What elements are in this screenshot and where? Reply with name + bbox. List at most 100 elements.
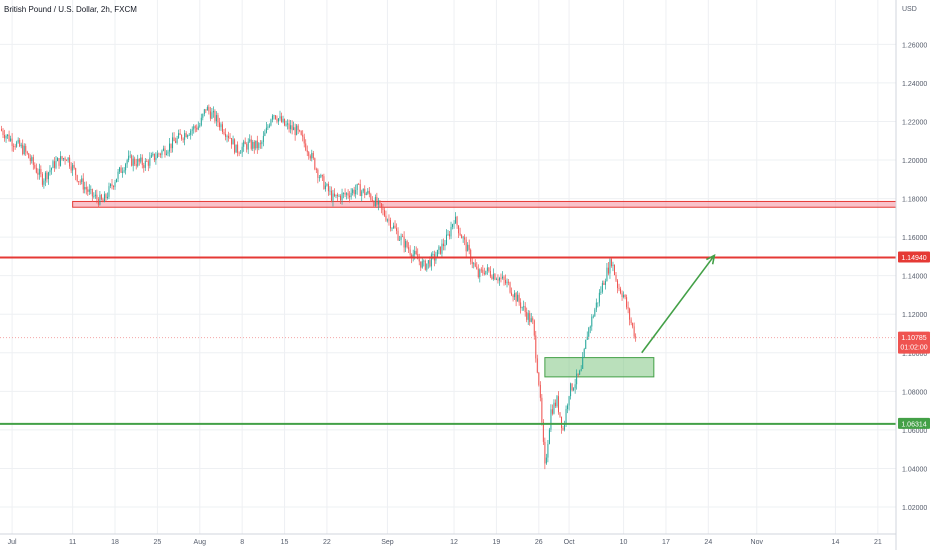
candle-body	[479, 269, 481, 278]
candle-body	[488, 267, 490, 272]
candle-body	[13, 145, 15, 147]
candle-body	[442, 243, 444, 247]
candle-body	[165, 153, 167, 155]
candle-body	[1, 129, 3, 131]
candle-body	[467, 244, 469, 252]
candle-body	[261, 141, 263, 145]
candle-body	[592, 316, 594, 318]
candle-body	[167, 151, 169, 154]
candle-body	[234, 139, 236, 153]
candle-body	[264, 132, 266, 136]
candle-body	[218, 122, 220, 128]
candle-body	[243, 141, 245, 147]
candle-body	[391, 227, 393, 229]
candle-body	[109, 184, 111, 187]
candle-body	[559, 412, 561, 417]
candle-body	[324, 185, 326, 190]
candle-body	[535, 335, 537, 359]
candle-body	[576, 373, 578, 385]
candle-body	[362, 188, 364, 192]
candle-body	[103, 194, 105, 203]
candle-body	[37, 172, 39, 175]
candle-body	[170, 143, 172, 149]
candle-body	[482, 269, 484, 273]
candle-body	[330, 190, 332, 201]
candle-body	[185, 133, 187, 138]
current-price-tag	[898, 331, 930, 354]
support-price-tag	[898, 417, 930, 429]
candle-body	[464, 237, 466, 240]
candle-body	[196, 127, 198, 130]
candle-body	[414, 250, 416, 255]
candle-body	[16, 142, 18, 147]
candle-body	[252, 141, 254, 149]
candle-body	[69, 157, 71, 167]
candle-body	[458, 225, 460, 234]
candle-body	[341, 193, 343, 201]
level-lines	[0, 253, 896, 425]
candle-body	[111, 184, 113, 187]
candle-body	[618, 287, 620, 289]
candle-body	[337, 194, 339, 197]
candle-body	[122, 171, 124, 173]
candle-body	[356, 183, 358, 190]
candle-body	[229, 137, 231, 139]
candle-body	[268, 125, 270, 127]
candle-body	[368, 190, 370, 195]
candle-body	[258, 143, 260, 149]
x-tick-label: 22	[323, 539, 331, 546]
candle-body	[533, 320, 535, 336]
candle-body	[577, 373, 579, 375]
y-tick-label: 1.10000	[902, 351, 927, 358]
candle-body	[262, 135, 264, 142]
candle-body	[436, 249, 438, 258]
candle-body	[137, 158, 139, 166]
candle-body	[2, 130, 4, 136]
candle-body	[87, 189, 89, 192]
candle-body	[397, 230, 399, 241]
candle-body	[470, 249, 472, 262]
x-tick-label: Aug	[194, 539, 207, 546]
candle-body	[303, 136, 305, 144]
candle-body	[523, 306, 525, 308]
x-tick-label: 21	[874, 539, 882, 546]
x-tick-label: Sep	[381, 539, 394, 546]
candle-body	[96, 194, 98, 200]
candle-body	[318, 177, 320, 179]
candle-body	[17, 139, 19, 143]
candle-body	[23, 145, 25, 155]
candle-body	[143, 165, 145, 168]
candle-body	[338, 195, 340, 197]
candle-body	[359, 184, 361, 196]
candle-body	[132, 158, 134, 166]
candle-body	[355, 189, 357, 195]
candle-body	[500, 277, 502, 279]
projection-arrow	[641, 254, 716, 354]
current-price-tag-label: 1.10785	[901, 335, 926, 342]
y-tick-label: 1.04000	[902, 466, 927, 473]
candle-body	[403, 236, 405, 248]
candle-body	[623, 294, 625, 297]
candle-body	[287, 123, 289, 125]
candle-body	[564, 423, 566, 430]
candle-body	[159, 154, 161, 155]
candle-body	[29, 158, 31, 162]
candle-body	[5, 135, 7, 139]
candle-body	[561, 416, 563, 429]
x-tick-label: 11	[69, 539, 76, 546]
candle-body	[473, 263, 475, 265]
candle-body	[364, 188, 366, 195]
candle-body	[172, 137, 174, 149]
candle-body	[607, 267, 609, 274]
candle-body	[633, 326, 635, 337]
candle-body	[84, 187, 86, 190]
candle-body	[205, 109, 207, 111]
candle-body	[632, 323, 634, 327]
candle-body	[321, 174, 323, 177]
candle-body	[627, 307, 629, 309]
candle-body	[617, 280, 619, 288]
candle-body	[237, 144, 239, 153]
y-tick-label: 1.20000	[902, 158, 927, 165]
candle-body	[293, 127, 295, 131]
